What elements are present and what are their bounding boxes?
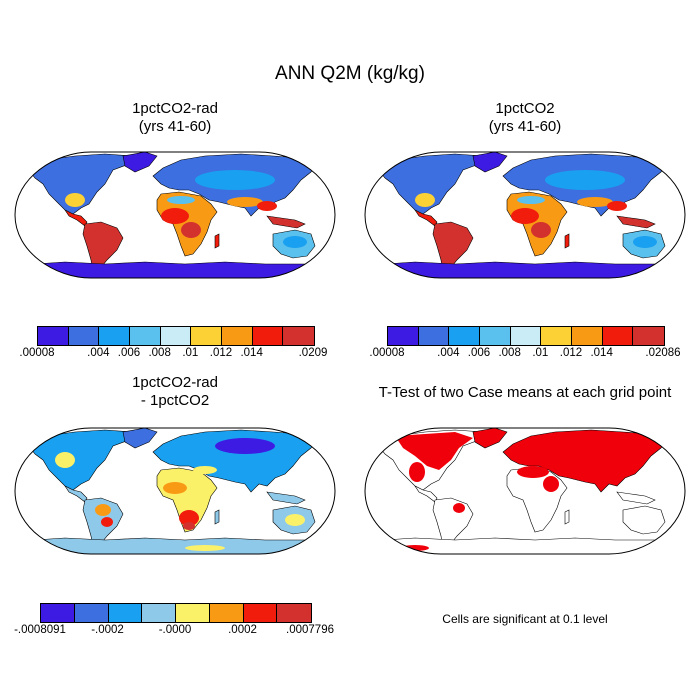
panel-title-difference: 1pctCO2-rad - 1pctCO2 xyxy=(132,374,218,409)
colorbar-labels-difference: -.0008091 -.0002 -.0000 .0002 .0007796 xyxy=(14,624,334,640)
colorbar-tick-label: -.0002 xyxy=(91,624,124,636)
colorbar-tick-label: .01 xyxy=(182,347,199,359)
colorbar-tick-label: .012 xyxy=(209,347,233,359)
colorbar-swatch xyxy=(388,327,419,345)
figure-title: ANN Q2M (kg/kg) xyxy=(275,63,425,84)
colorbar-tick-label: -.0008091 xyxy=(14,624,66,636)
colorbar-tick-label: .02086 xyxy=(645,347,681,359)
colorbar-swatch xyxy=(108,604,143,622)
colorbar-swatch xyxy=(41,604,75,622)
colorbar-tick-label: .008 xyxy=(498,347,521,359)
colorbar-swatch xyxy=(160,327,192,345)
map-panel-ttest xyxy=(364,427,686,555)
map-panel-difference xyxy=(14,427,336,555)
colorbar-swatch xyxy=(142,604,176,622)
colorbar-swatch xyxy=(74,604,109,622)
colorbar-tick-label: .00008 xyxy=(19,347,55,359)
colorbar-swatch xyxy=(418,327,450,345)
colorbar-swatch xyxy=(602,327,634,345)
colorbar-tick-label: .01 xyxy=(532,347,549,359)
colorbar-swatch xyxy=(209,604,244,622)
colorbar-swatch xyxy=(221,327,253,345)
colorbar-tick-label: .0209 xyxy=(298,347,328,359)
colorbar-tick-label: .014 xyxy=(240,347,263,359)
colorbar-swatch xyxy=(571,327,603,345)
colorbar-tick-label: .0002 xyxy=(228,624,257,636)
colorbar-1pctco2-rad xyxy=(37,326,315,346)
colorbar-tick-label: .004 xyxy=(87,347,110,359)
colorbar-tick-label: .004 xyxy=(437,347,460,359)
colorbar-swatch xyxy=(129,327,161,345)
colorbar-difference xyxy=(40,603,312,623)
colorbar-swatch xyxy=(541,327,572,345)
colorbar-tick-label: .006 xyxy=(117,347,141,359)
panel-title-1pctco2-rad: 1pctCO2-rad (yrs 41-60) xyxy=(132,100,218,135)
colorbar-tick-label: .00008 xyxy=(369,347,405,359)
colorbar-tick-label: -.0000 xyxy=(158,624,192,636)
panel-title-1pctco2: 1pctCO2 (yrs 41-60) xyxy=(488,100,562,135)
colorbar-labels-1pctco2-rad: .00008 .004 .006 .008 .01 .012 .014 .0209 xyxy=(19,347,327,363)
colorbar-swatch xyxy=(510,327,542,345)
map-panel-1pctco2-rad xyxy=(14,151,336,279)
colorbar-swatch xyxy=(449,327,480,345)
colorbar-swatch xyxy=(283,327,314,345)
colorbar-swatch xyxy=(243,604,278,622)
colorbar-swatch xyxy=(38,327,69,345)
panel-title-ttest: T-Test of two Case means at each grid po… xyxy=(378,384,672,401)
colorbar-swatch xyxy=(176,604,210,622)
colorbar-swatch xyxy=(479,327,511,345)
colorbar-swatch xyxy=(191,327,222,345)
colorbar-swatch xyxy=(99,327,130,345)
map-panel-1pctco2 xyxy=(364,151,686,279)
colorbar-1pctco2 xyxy=(387,326,665,346)
colorbar-tick-label: .014 xyxy=(590,347,613,359)
significance-note: Cells are significant at 0.1 level xyxy=(442,612,608,626)
colorbar-swatch xyxy=(68,327,100,345)
colorbar-swatch xyxy=(633,327,664,345)
colorbar-tick-label: .012 xyxy=(559,347,583,359)
colorbar-tick-label: .008 xyxy=(148,347,171,359)
colorbar-tick-label: .006 xyxy=(467,347,491,359)
colorbar-swatch xyxy=(252,327,284,345)
colorbar-swatch xyxy=(277,604,311,622)
colorbar-tick-label: .0007796 xyxy=(286,624,334,636)
colorbar-labels-1pctco2: .00008 .004 .006 .008 .01 .012 .014 .02086 xyxy=(369,347,680,363)
